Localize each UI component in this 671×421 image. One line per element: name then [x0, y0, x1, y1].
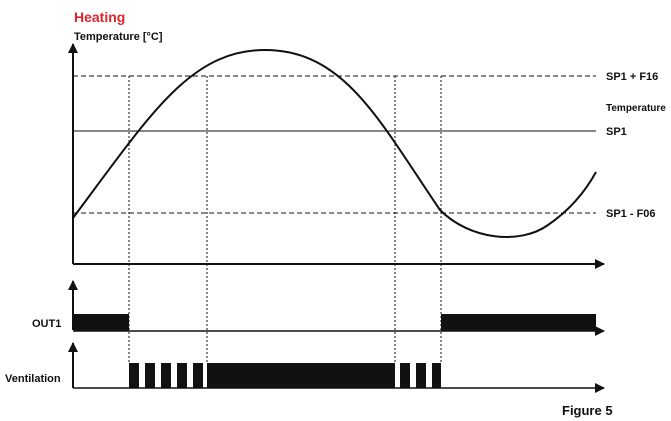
ventilation-pulse	[129, 363, 139, 388]
ventilation-pulse	[161, 363, 171, 388]
ventilation-pulse	[145, 363, 155, 388]
temperature-curve	[72, 48, 597, 238]
ventilation-label: Ventilation	[5, 373, 61, 385]
setpoint-label: SP1	[606, 126, 627, 138]
out1-on-block	[441, 314, 596, 331]
y-axis-label: Temperature [°C]	[74, 31, 163, 43]
ventilation-pulse	[416, 363, 426, 388]
curve-label: Temperature	[606, 103, 666, 114]
figure-caption: Figure 5	[562, 403, 613, 418]
lower-threshold-label: SP1 - F06	[606, 208, 656, 220]
ventilation-continuous-block	[207, 363, 395, 388]
ventilation-pulse	[193, 363, 203, 388]
upper-threshold-label: SP1 + F16	[606, 71, 658, 83]
ventilation-pulse	[400, 363, 410, 388]
ventilation-pulse	[432, 363, 441, 388]
mode-title: Heating	[74, 9, 125, 25]
ventilation-pulses	[129, 363, 441, 388]
out1-label: OUT1	[32, 318, 61, 330]
ventilation-pulse	[177, 363, 187, 388]
out1-on-block	[74, 314, 129, 331]
